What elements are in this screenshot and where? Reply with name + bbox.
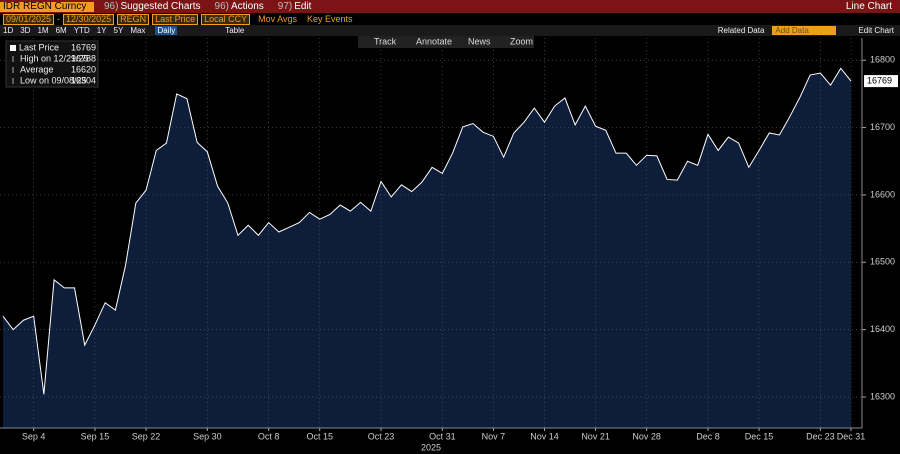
- legend-value: 16620: [71, 64, 96, 74]
- related-data[interactable]: Related Data: [717, 26, 765, 35]
- legend-label: Low on 09/08/25: [20, 75, 87, 85]
- last-value-label: 16769: [867, 75, 892, 85]
- toolbar: Track Annotate News Zoom: [358, 36, 534, 48]
- chart: 16300 16400 16500 16600 16700 16800 Sep 4 Sep 1…: [0, 36, 898, 452]
- period[interactable]: Max: [130, 26, 146, 35]
- menu-number: 97): [277, 1, 293, 12]
- period[interactable]: 1M: [37, 26, 49, 35]
- period[interactable]: 3D: [20, 26, 31, 35]
- option[interactable]: Mov Avgs: [258, 14, 298, 24]
- period-bar: 1D 3D 1M 6M YTD 1Y 5Y Max Daily Table Related D…: [0, 25, 900, 36]
- x-tick-label: Nov 7: [482, 431, 506, 441]
- field-input[interactable]: Last Price: [152, 13, 199, 25]
- end-date[interactable]: 12/30/2025: [63, 13, 115, 25]
- chart-kind: Line Chart: [845, 1, 892, 12]
- menu-number: 96): [104, 1, 119, 12]
- add-data[interactable]: Add Data: [772, 26, 837, 35]
- x-axis-label: 2025: [421, 442, 441, 452]
- line: [2, 67, 852, 395]
- tool-button[interactable]: Zoom: [510, 36, 533, 46]
- period[interactable]: 1Y: [96, 26, 107, 35]
- tool-button[interactable]: News: [468, 36, 491, 46]
- y-tick-label: 16400: [870, 324, 895, 334]
- legend-value: 16788: [71, 53, 96, 63]
- security-input[interactable]: IDR REGN Curncy: [0, 1, 94, 12]
- x-tick-label: Sep 22: [132, 431, 161, 441]
- x-tick-label: Nov 14: [530, 431, 559, 441]
- legend-value: 16304: [71, 75, 96, 85]
- x-tick-label: Nov 21: [581, 431, 610, 441]
- y-tick-label: 16700: [870, 122, 895, 132]
- menu[interactable]: Suggested Charts: [120, 1, 201, 12]
- edit-chart[interactable]: Edit Chart: [858, 26, 894, 35]
- x-tick-label: Oct 15: [306, 431, 333, 441]
- x-tick-label: Nov 28: [632, 431, 661, 441]
- x-tick-label: Sep 15: [81, 431, 110, 441]
- menu-number: 96): [214, 1, 229, 12]
- x-tick-label: Oct 8: [258, 431, 280, 441]
- legend-swatch: [10, 45, 16, 51]
- x-tick-label: Oct 31: [429, 431, 456, 441]
- option[interactable]: Key Events: [307, 14, 353, 24]
- field-input[interactable]: Local CCY: [201, 13, 251, 25]
- table-button[interactable]: Table: [225, 26, 245, 35]
- tool-button[interactable]: Annotate: [416, 36, 452, 46]
- period[interactable]: 1D: [3, 26, 14, 35]
- y-tick-label: 16500: [870, 257, 895, 267]
- legend-label: Average: [20, 64, 53, 74]
- start-date[interactable]: 09/01/2025: [3, 13, 55, 25]
- period[interactable]: YTD: [73, 26, 90, 35]
- x-tick-label: Sep 30: [193, 431, 222, 441]
- x-tick-label: Dec 8: [696, 431, 720, 441]
- x-tick-label: Dec 15: [745, 431, 774, 441]
- menu[interactable]: Actions: [230, 1, 264, 12]
- x-tick-label: Dec 31: [837, 431, 866, 441]
- y-tick-label: 16300: [870, 391, 895, 401]
- y-tick-label: 16600: [870, 189, 895, 199]
- settings-bar: 09/01/2025 - 12/30/2025 REGN Last Price Lo…: [0, 13, 900, 25]
- area: [3, 68, 851, 428]
- x-tick-label: Sep 4: [22, 431, 46, 441]
- toolbar-bg: [358, 36, 534, 48]
- y-tick-label: 16800: [870, 55, 895, 65]
- tool-button[interactable]: Track: [374, 36, 397, 46]
- last-value-flag: [864, 75, 898, 88]
- x-tick-label: Oct 23: [368, 431, 395, 441]
- period[interactable]: 6M: [55, 26, 67, 35]
- x-tick-label: Dec 23: [806, 431, 835, 441]
- legend-label: High on 12/29/25: [20, 53, 89, 63]
- legend-label: Last Price: [19, 42, 59, 52]
- field-input[interactable]: REGN: [117, 13, 150, 25]
- legend-value: 16769: [71, 42, 96, 52]
- period[interactable]: 5Y: [113, 26, 124, 35]
- menu[interactable]: Edit: [294, 1, 312, 12]
- title-bar: IDR REGN Curncy 96) Suggested Charts 96) Ac…: [0, 0, 900, 13]
- legend-bg: [5, 40, 99, 88]
- frequency[interactable]: Daily: [155, 26, 178, 35]
